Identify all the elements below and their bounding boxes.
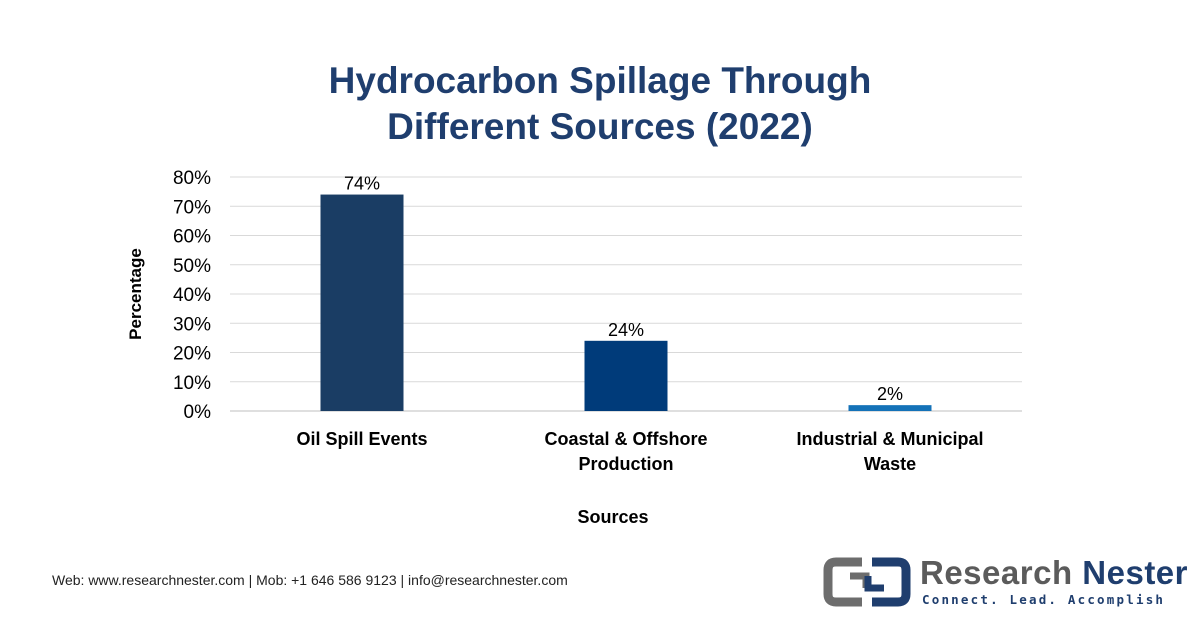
logo-name-part1: Research <box>920 554 1073 591</box>
y-tick-label: 80% <box>173 168 211 189</box>
y-axis-label: Percentage <box>126 248 145 340</box>
research-nester-logo-icon <box>823 557 911 607</box>
data-label: 74% <box>344 174 380 194</box>
y-tick-label: 0% <box>184 402 212 423</box>
x-tick-label: Coastal & Offshore Production <box>544 429 707 474</box>
logo-name: Research Nester <box>920 554 1188 592</box>
logo-tagline: Connect. Lead. Accomplish <box>922 592 1166 607</box>
data-label: 24% <box>608 320 644 340</box>
y-tick-label: 10% <box>173 373 211 394</box>
y-tick-label: 70% <box>173 197 211 218</box>
y-tick-label: 60% <box>173 227 211 248</box>
chart-title-line-1: Hydrocarbon Spillage Through <box>328 60 872 101</box>
company-logo: Research Nester Connect. Lead. Accomplis… <box>822 552 1188 612</box>
bar <box>848 405 932 411</box>
data-label: 2% <box>877 384 903 404</box>
y-tick-label: 30% <box>173 314 211 335</box>
logo-name-part2: Nester <box>1082 554 1189 591</box>
bar <box>320 194 404 411</box>
y-tick-label: 50% <box>173 256 211 277</box>
y-tick-label: 40% <box>173 285 211 306</box>
y-tick-label: 20% <box>173 344 211 365</box>
bar-chart: 0% 10% 20% 30% 40% 50% 60% 70% 80% Percentage 74% O… <box>126 168 1022 527</box>
x-tick-label: Industrial & Municipal Waste <box>796 429 983 474</box>
footer-contact: Web: www.researchnester.com | Mob: +1 64… <box>52 572 568 588</box>
chart-title: Hydrocarbon Spillage Through Different S… <box>0 58 1200 150</box>
x-tick-label: Oil Spill Events <box>296 429 427 449</box>
chart-title-line-2: Different Sources (2022) <box>387 106 813 147</box>
bar <box>584 340 668 411</box>
x-axis-label: Sources <box>577 507 648 527</box>
